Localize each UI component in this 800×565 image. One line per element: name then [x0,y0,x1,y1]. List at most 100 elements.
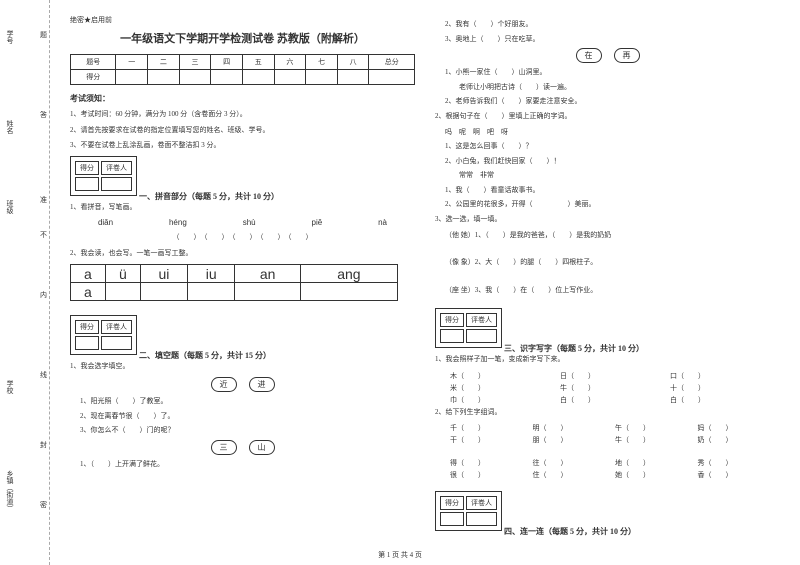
sub-q: 2、现在离春节很（ ）了。 [80,411,415,422]
oval-option: 三 [211,440,237,455]
char-row: 得（ ） 往（ ） 地（ ） 秀（ ） [450,458,780,468]
score-table: 题号 一 二 三 四 五 六 七 八 总分 得分 [70,54,415,85]
char-blank: 很（ ） [450,470,533,480]
cell[interactable] [140,283,187,301]
cell[interactable] [101,336,132,350]
section1-title: 一、拼音部分（每题 5 分，共计 10 分） [139,192,279,201]
cell: 得分 [75,320,99,334]
char-blank: 奶（ ） [698,435,781,445]
sub-q: 2、公园里的花很多，开得（ ）美丽。 [445,199,780,210]
cell[interactable] [274,70,306,85]
sub-q: 1、阳光照（ ）了教室。 [80,396,415,407]
marker: 封 [40,440,47,450]
cell[interactable] [116,70,148,85]
q2-text: 2、我会读，也会写。一笔一画写工整。 [70,248,415,259]
c2-q3: 3、选一选，填一填。 [435,214,780,225]
grade-box: 得分评卷人 [70,315,137,355]
oval-option: 山 [249,440,275,455]
char-row: 很（ ） 住（ ） 她（ ） 香（ ） [450,470,780,480]
char-blank: 牛（ ） [615,435,698,445]
section2-title: 二、填空题（每题 5 分，共计 15 分） [139,351,271,360]
cell: 题号 [71,55,116,70]
cell: 二 [148,55,180,70]
grade-box: 得分评卷人 [435,308,502,348]
cell[interactable] [188,283,235,301]
marker: 题 [40,30,47,40]
char-blank: 朋（ ） [533,435,616,445]
char-blank: 她（ ） [615,470,698,480]
cell[interactable] [148,70,180,85]
marker: 准 [40,195,47,205]
margin-label-id: 学号 [5,30,15,44]
oval-row: 近 进 [70,377,415,392]
notice-item: 1、考试时间：60 分钟，满分为 100 分（含卷面分 3 分）。 [70,109,415,120]
char-blank: 明（ ） [533,423,616,433]
grade-box: 得分评卷人 [435,491,502,531]
char-blank: 午（ ） [615,423,698,433]
char-blank: 地（ ） [615,458,698,468]
margin-label-name: 姓名 [5,120,15,134]
char-row: 干（ ） 朋（ ） 牛（ ） 奶（ ） [450,435,780,445]
q1-text: 1、看拼音，写笔画。 [70,202,415,213]
cell: an [235,265,301,283]
cell: 得分 [440,313,464,327]
char-row: 千（ ） 明（ ） 午（ ） 妈（ ） [450,423,780,433]
pinyin: héng [169,218,187,227]
char-blank: 日（ ） [560,371,670,381]
marker: 密 [40,500,47,510]
cell[interactable] [440,329,464,343]
char-blank: 巾（ ） [450,395,560,405]
cell: 总分 [369,55,415,70]
cell: 得分 [71,70,116,85]
char-blank: 干（ ） [450,435,533,445]
cell[interactable] [466,512,497,526]
cell: 六 [274,55,306,70]
cell: 评卷人 [101,161,132,175]
cell: 得分 [440,496,464,510]
margin-label-school: 学校 [5,380,15,394]
cell[interactable] [337,70,369,85]
char-blank: 米（ ） [450,383,560,393]
sub-q: 3、奥地上（ ）只在吃草。 [445,34,780,45]
cell[interactable] [440,512,464,526]
cell[interactable] [242,70,274,85]
page-footer: 第 1 页 共 4 页 [0,550,800,560]
char-blank: 妈（ ） [698,423,781,433]
sub-q: （像 象）2、大（ ）的腿（ ）四根柱子。 [445,257,780,268]
cell: 三 [179,55,211,70]
cell[interactable] [101,177,132,191]
notice-item: 3、不要在试卷上乱涂乱画，卷面不整洁扣 3 分。 [70,140,415,151]
cell: iu [188,265,235,283]
cell[interactable] [211,70,243,85]
confidential-label: 绝密★启用前 [70,15,415,25]
cell[interactable] [369,70,415,85]
s2-q1: 1、我会选字填空。 [70,361,415,372]
cell[interactable] [105,283,140,301]
char-blank: 往（ ） [533,458,616,468]
cell[interactable] [306,70,338,85]
char-row: 米（ ） 牛（ ） 十（ ） [450,383,780,393]
cell: 八 [337,55,369,70]
oval-option: 近 [211,377,237,392]
cell: ang [301,265,398,283]
cell[interactable] [301,283,398,301]
writing-table: a ü ui iu an ang a [70,264,398,301]
exam-title: 一年级语文下学期开学检测试卷 苏教版（附解析） [70,30,415,46]
cell: 评卷人 [101,320,132,334]
section3-title: 三、识字写字（每题 5 分，共计 10 分） [504,344,644,353]
cell[interactable] [235,283,301,301]
cell[interactable] [75,177,99,191]
sub-q: 老师让小明把古诗（ ）读一遍。 [445,82,780,93]
char-blank: 口（ ） [670,371,780,381]
cell[interactable] [179,70,211,85]
pinyin-row: diǎn héng shù piě nà [70,218,415,227]
oval-option: 进 [249,377,275,392]
char-blank: 得（ ） [450,458,533,468]
blanks-row: （ ） （ ） （ ） （ ） （ ） [70,232,415,243]
notice-item: 2、请首先按要求在试卷的指定位置填写您的姓名、班级、学号。 [70,125,415,136]
cell[interactable] [466,329,497,343]
char-blank: 住（ ） [533,470,616,480]
cell[interactable]: a [71,283,106,301]
cell[interactable] [75,336,99,350]
char-blank: 木（ ） [450,371,560,381]
